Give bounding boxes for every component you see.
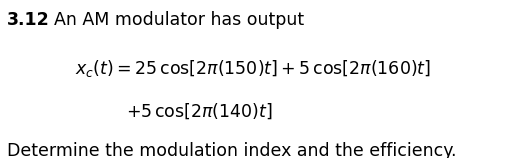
Text: $+5\,\cos[2\pi(140)t]$: $+5\,\cos[2\pi(140)t]$ (126, 102, 273, 122)
Text: An AM modulator has output: An AM modulator has output (54, 11, 304, 29)
Text: Determine the modulation index and the efficiency.: Determine the modulation index and the e… (7, 142, 456, 158)
Text: $x_c(t) = 25\,\cos[2\pi(150)t] + 5\,\cos[2\pi(160)t]$: $x_c(t) = 25\,\cos[2\pi(150)t] + 5\,\cos… (75, 58, 431, 79)
Text: 3.12: 3.12 (7, 11, 49, 29)
